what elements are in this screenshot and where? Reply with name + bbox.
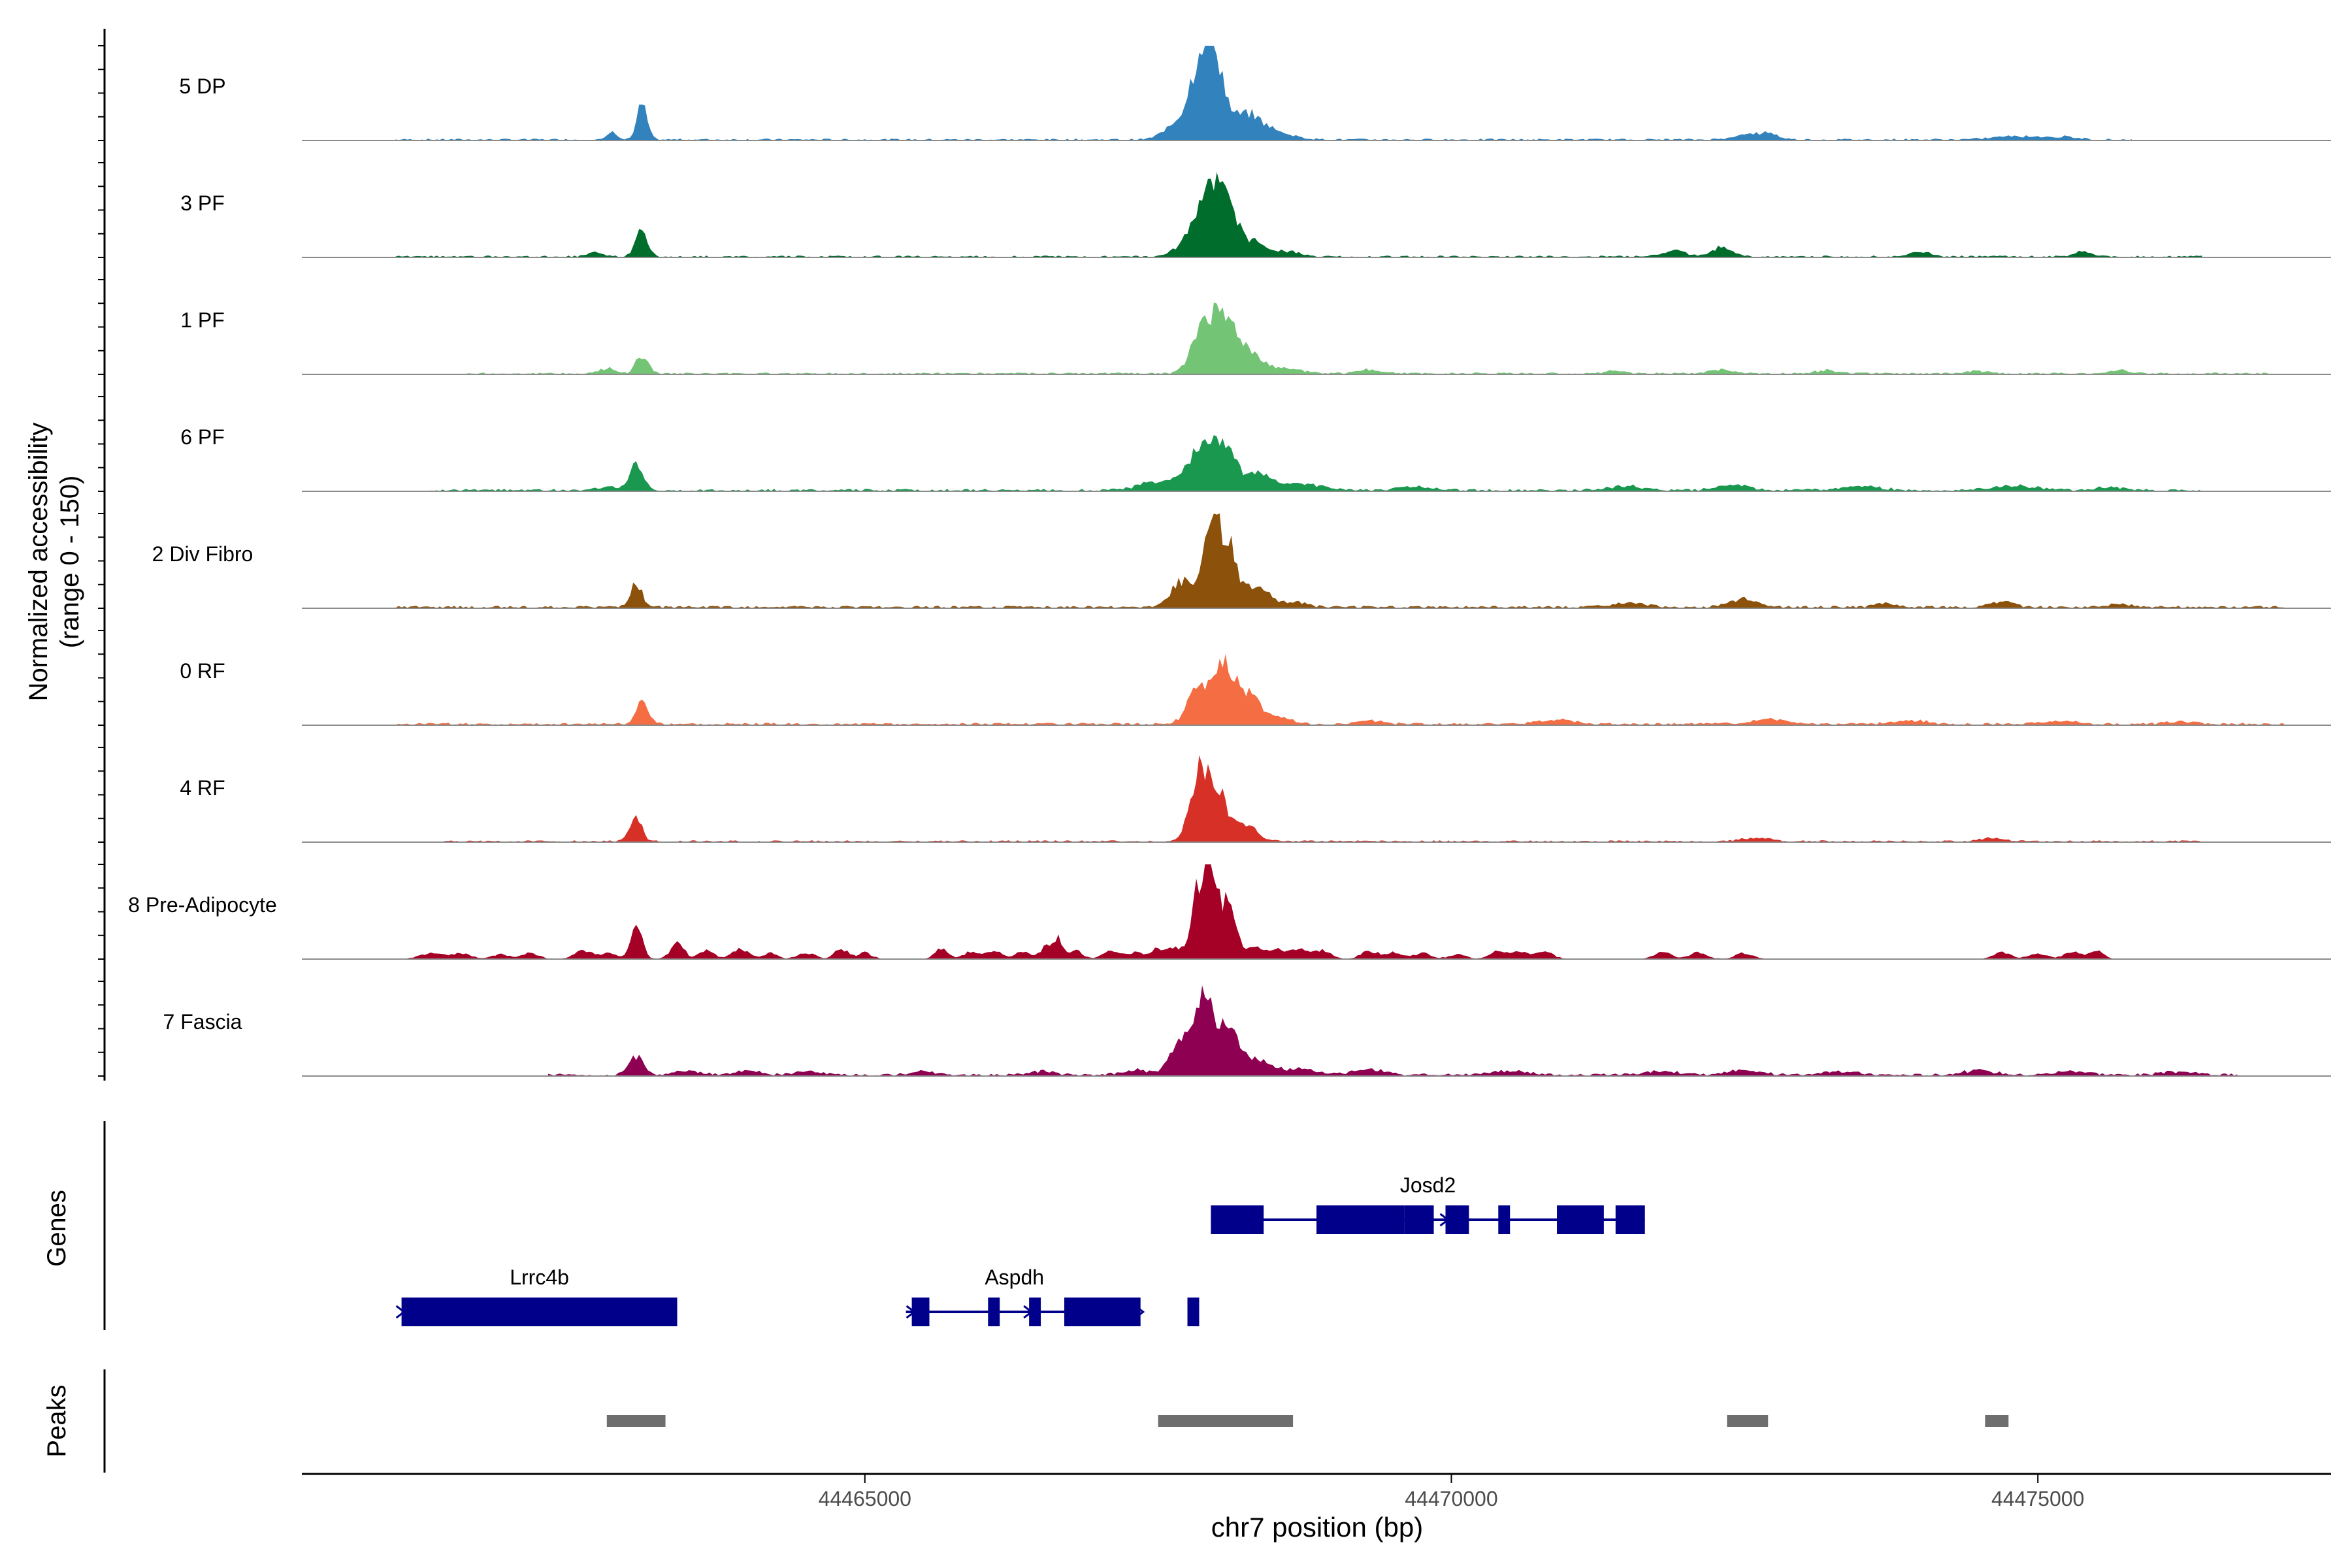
exon [988, 1298, 1000, 1326]
coverage-area [407, 864, 2132, 959]
exon [1187, 1298, 1200, 1326]
track-label: 6 PF [180, 425, 225, 449]
peak-range [1985, 1415, 2009, 1427]
peaks-layer [606, 1415, 2009, 1427]
track-0: 5 DP [179, 46, 2331, 141]
coverage-area [431, 755, 2202, 842]
track-label: 5 DP [179, 74, 225, 98]
peak-range [1727, 1415, 1769, 1427]
genes-axis-label: Genes [42, 1190, 71, 1267]
x-tick-label: 44475000 [1991, 1487, 2084, 1511]
track-label: 8 Pre-Adipocyte [128, 893, 277, 917]
strand-arrow [1439, 1213, 1450, 1227]
track-3: 6 PF [180, 425, 2331, 492]
genes-layer: Josd2 Lrrc4b Aspdh [395, 1173, 1645, 1326]
strand-arrow [395, 1305, 406, 1319]
coverage-area [395, 514, 2285, 608]
exon [1064, 1298, 1141, 1326]
track-2: 1 PF [180, 302, 2331, 375]
strand-arrow [1211, 1213, 1221, 1227]
exon [1615, 1205, 1645, 1234]
gene-lrrc4b: Lrrc4b [395, 1266, 678, 1326]
track-6: 4 RF [180, 755, 2331, 843]
x-axis-label: chr7 position (bp) [1211, 1512, 1424, 1543]
gene-label: Josd2 [1400, 1173, 1456, 1197]
track-1: 3 PF [180, 172, 2331, 258]
coverage-area [431, 434, 2202, 491]
gene-label: Lrrc4b [510, 1266, 569, 1289]
x-tick-label: 44470000 [1405, 1487, 1497, 1511]
strand-arrow [1023, 1305, 1034, 1319]
track-5: 0 RF [180, 653, 2331, 726]
track-4: 2 Div Fibro [152, 514, 2331, 609]
exon [401, 1298, 678, 1326]
strand-arrow [1134, 1305, 1145, 1319]
gene-label: Aspdh [985, 1266, 1044, 1289]
exon [1498, 1205, 1511, 1234]
track-label: 1 PF [180, 308, 225, 332]
track-8: 7 Fascia [163, 985, 2331, 1077]
gene-josd2: Josd2 [1211, 1173, 1645, 1234]
track-7: 8 Pre-Adipocyte [128, 864, 2331, 960]
track-label: 3 PF [180, 191, 225, 215]
peak-range [606, 1415, 666, 1427]
coverage-area [548, 985, 2238, 1076]
tracks-layer: 5 DP 3 PF 1 PF 6 PF 2 Div Fibro 0 RF 4 RF 8 Pre… [128, 46, 2331, 1077]
exon [1029, 1298, 1041, 1326]
axis-layer: 44465000 44470000 44475000 [98, 29, 2331, 1511]
track-label: 2 Div Fibro [152, 542, 253, 566]
x-tick-label: 44465000 [819, 1487, 911, 1511]
exon [1404, 1205, 1434, 1234]
track-label: 4 RF [180, 776, 225, 800]
coverage-area [395, 653, 2285, 725]
track-label: 0 RF [180, 659, 225, 683]
track-label: 7 Fascia [163, 1010, 242, 1034]
exon [1557, 1205, 1604, 1234]
gene-aspdh: Aspdh [906, 1266, 1200, 1326]
strand-arrow [906, 1305, 917, 1319]
exon [1316, 1205, 1405, 1234]
peaks-axis-label: Peaks [42, 1384, 71, 1457]
y-axis-label-line1: Normalized accessibility [24, 423, 53, 702]
coverage-area [395, 172, 2202, 257]
y-axis-label-line2: (range 0 - 150) [56, 476, 84, 649]
coverage-area [466, 302, 2273, 374]
peak-range [1158, 1415, 1294, 1427]
coverage-area [395, 46, 2132, 140]
